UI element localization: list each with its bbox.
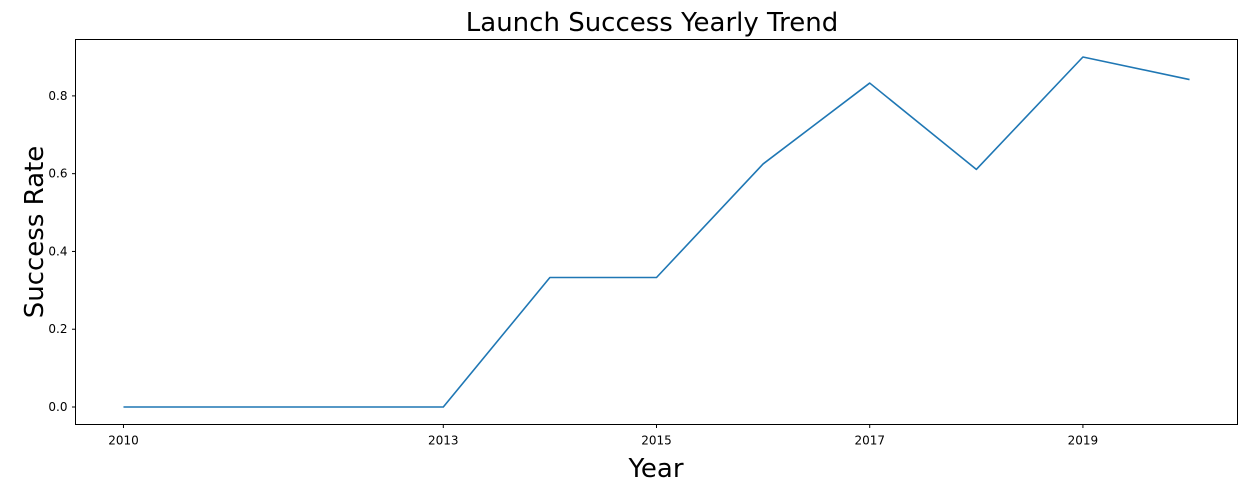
plot-frame [75,39,1238,425]
y-tick-label: 0.4 [48,244,67,258]
series-layer [123,56,1190,408]
y-tick-label: 0.6 [48,167,67,181]
x-tick-label: 2019 [1068,434,1099,448]
x-axis-ticks: 2010 2013 2015 2017 2019 [108,424,1099,448]
x-tick-label: 2013 [428,434,459,448]
series-line [123,56,1190,408]
y-tick-label: 0.8 [48,89,67,103]
x-tick-label: 2015 [641,434,672,448]
x-tick-label: 2010 [108,434,139,448]
x-axis-title: Year [627,454,683,484]
chart-title: Launch Success Yearly Trend [466,8,838,38]
y-tick-label: 0.2 [48,322,67,336]
y-axis-title: Success Rate [20,146,50,319]
y-axis-ticks: 0.0 0.2 0.4 0.6 0.8 [48,89,76,414]
x-tick-label: 2017 [854,434,885,448]
y-tick-label: 0.0 [48,400,67,414]
